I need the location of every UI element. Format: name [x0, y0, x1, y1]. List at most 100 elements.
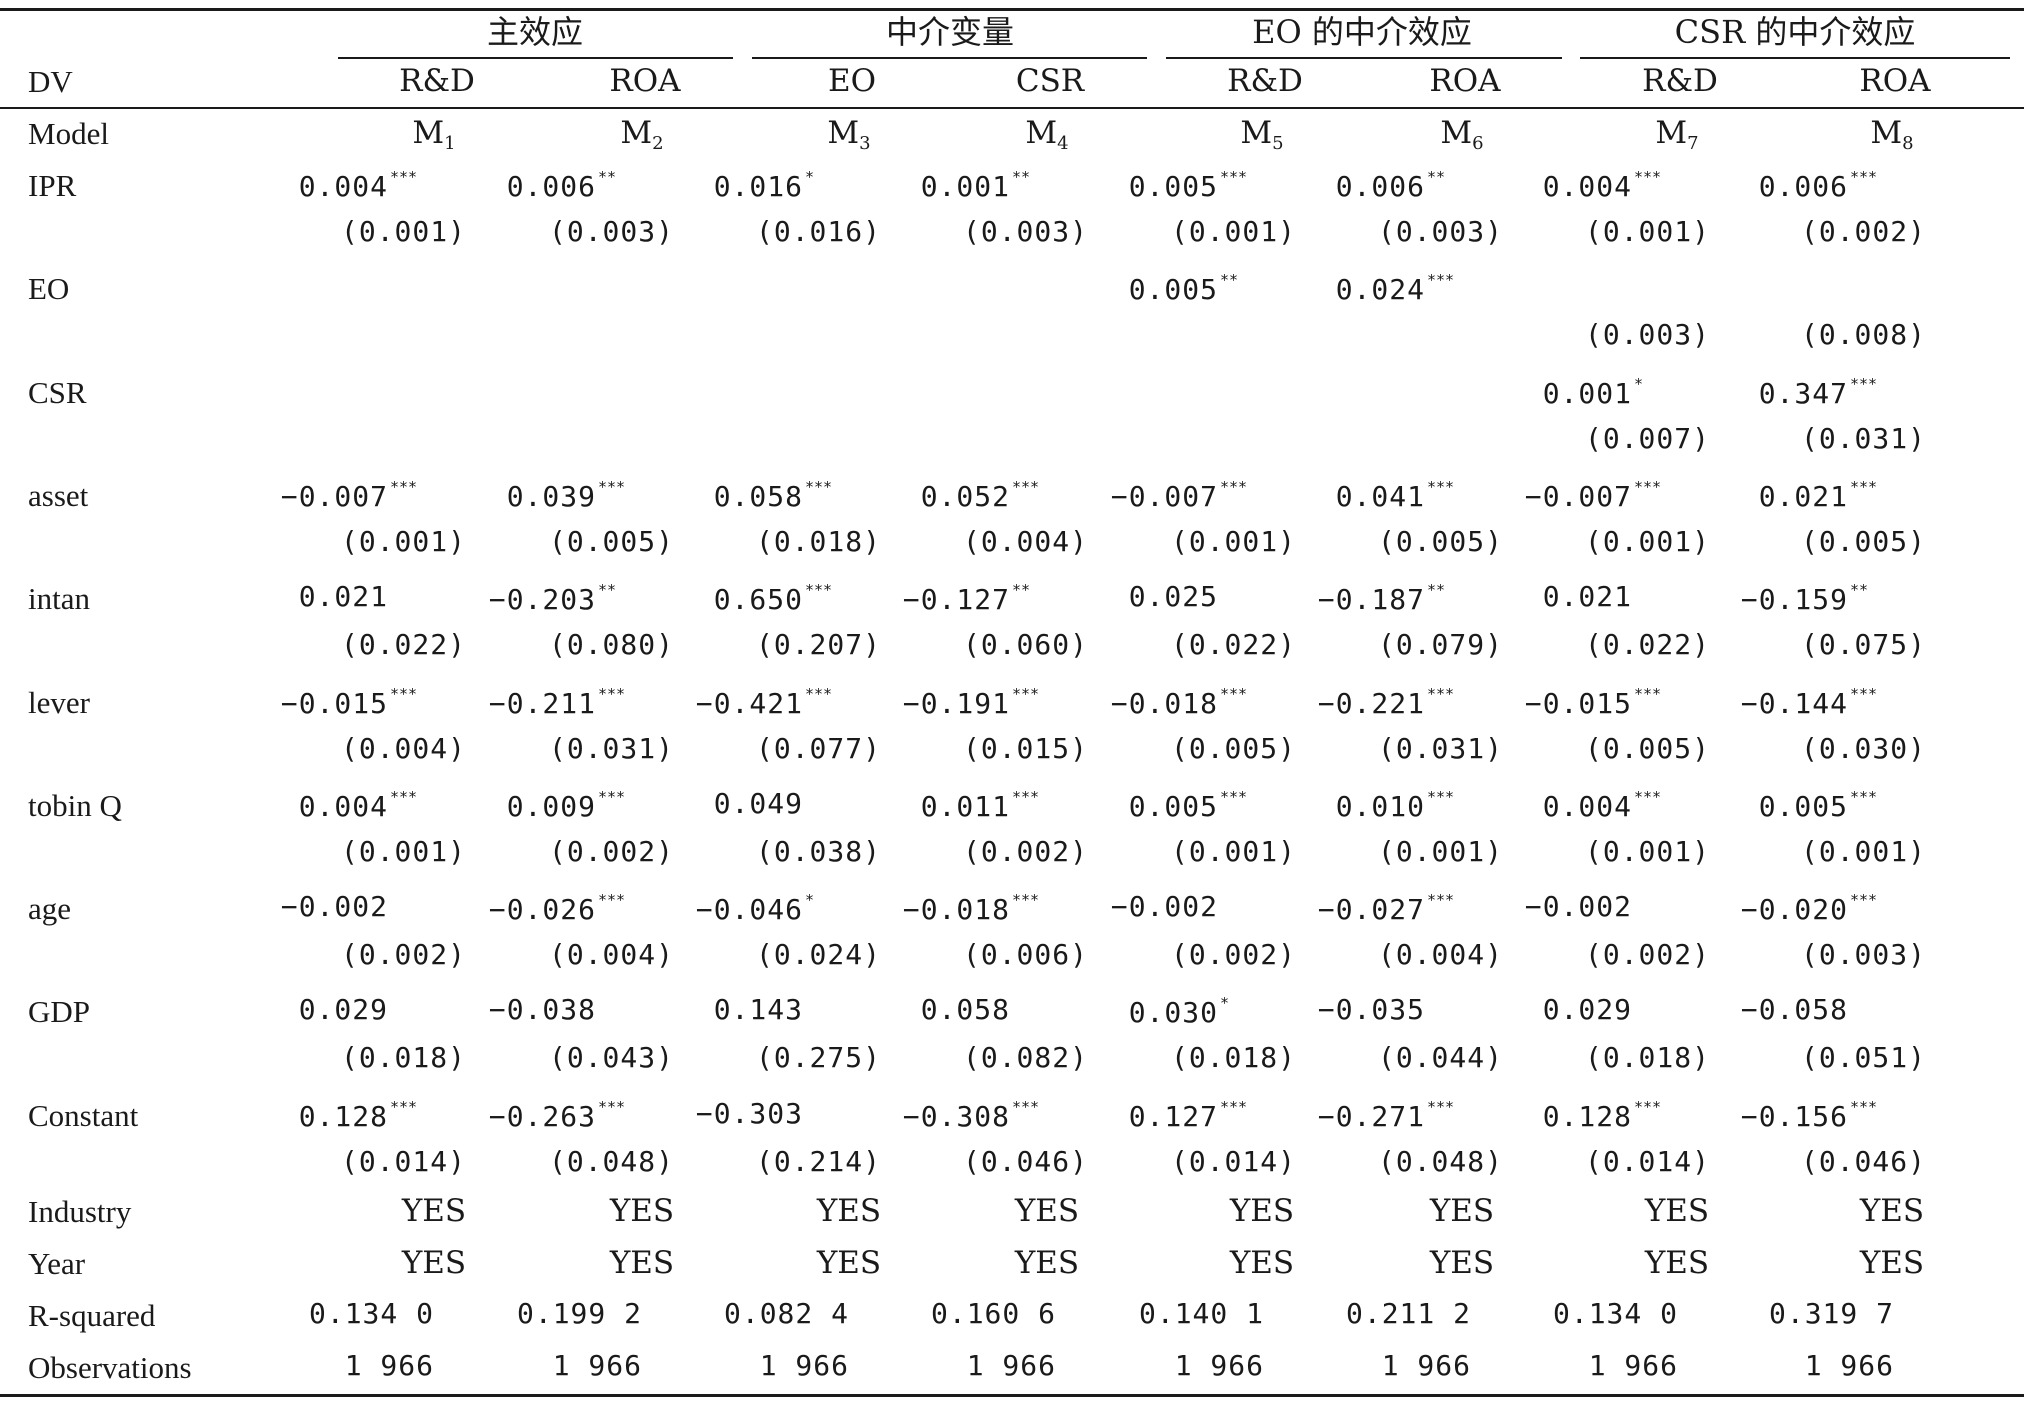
row-label: asset [28, 477, 89, 513]
dv-header: R&D [1227, 63, 1303, 99]
coefficient-cell: −0.007 *** [281, 479, 434, 511]
coefficient-value: 0.001 [1542, 376, 1632, 410]
significance-stars: *** [1220, 477, 1248, 496]
significance-stars: ** [1012, 168, 1031, 186]
standard-error-cell: (0.038) [755, 834, 881, 868]
significance-stars: *** [598, 1097, 626, 1116]
significance-stars: *** [1850, 477, 1878, 496]
significance-stars: *** [805, 684, 833, 703]
coefficient-cell: 0.004 *** [299, 170, 434, 201]
coefficient-cell: 0.021 *** [1758, 477, 1894, 513]
coefficient-cell: −0.027 *** [1318, 893, 1471, 924]
standard-error-cell: (0.031) [1800, 421, 1926, 455]
coefficient-cell: −0.020 *** [1741, 893, 1894, 924]
significance-stars: *** [1634, 168, 1662, 186]
significance-stars: * [1634, 374, 1644, 393]
row-label: Industry [28, 1194, 132, 1229]
coefficient-value: 0.029 [1542, 993, 1632, 1027]
coefficient-value: −0.038 [488, 993, 596, 1027]
coefficient-cell: −0.308 *** [902, 1097, 1056, 1133]
standard-error-cell: (0.002) [340, 938, 466, 972]
standard-error-cell: (0.014) [340, 1144, 466, 1178]
standard-error-cell: (0.044) [1377, 1041, 1503, 1075]
coefficient-value: −0.002 [1524, 890, 1632, 924]
footer-value: YES [401, 1245, 467, 1281]
footer-value: YES [1429, 1193, 1495, 1229]
standard-error-cell: (0.002) [962, 834, 1088, 868]
group-underline [1166, 57, 1562, 59]
coefficient-value: −0.263 [488, 1099, 596, 1133]
footer-value: 0.199 2 [516, 1297, 642, 1330]
model-header: M4 [1025, 118, 1068, 153]
coefficient-value: 0.005 [1128, 789, 1218, 823]
coefficient-value: 0.650 [713, 583, 803, 617]
row-label: Model [28, 116, 109, 151]
top-rule [0, 8, 2024, 11]
standard-error-cell: (0.005) [1170, 731, 1296, 765]
significance-stars: * [805, 891, 815, 910]
standard-error-cell: (0.001) [1584, 834, 1710, 868]
coefficient-value: −0.027 [1317, 893, 1425, 927]
coefficient-value: 0.029 [298, 993, 388, 1027]
standard-error-cell: (0.048) [1377, 1144, 1503, 1178]
standard-error-cell: (0.018) [1584, 1041, 1710, 1075]
coefficient-cell: −0.015 *** [1524, 686, 1678, 720]
coefficient-cell: −0.035 [1318, 996, 1471, 1024]
model-header: M1 [412, 118, 455, 153]
standard-error-cell: (0.046) [962, 1144, 1088, 1178]
significance-stars: ** [1012, 581, 1031, 600]
coefficient-cell: 0.030 * [1129, 996, 1264, 1027]
standard-error-cell: (0.001) [1170, 524, 1296, 558]
model-subscript: 4 [1057, 133, 1069, 154]
coefficient-cell: 0.011 *** [921, 789, 1056, 821]
footer-value: 1 966 [1174, 1349, 1264, 1382]
group-header: 主效应 [486, 13, 584, 51]
row-label: DV [28, 64, 73, 99]
coefficient-value: −0.015 [1524, 686, 1632, 720]
coefficient-cell: 0.058 [921, 996, 1056, 1024]
coefficient-value: 0.004 [298, 170, 388, 203]
coefficient-value: −0.191 [902, 686, 1010, 720]
group-header: 中介变量 [885, 13, 1015, 51]
significance-stars: *** [1850, 684, 1878, 703]
standard-error-cell: (0.005) [1584, 731, 1710, 765]
row-label: R-squared [28, 1298, 156, 1333]
model-name: M [620, 115, 653, 151]
standard-error-cell: (0.003) [1800, 938, 1926, 972]
coefficient-value: 0.058 [920, 993, 1010, 1027]
dv-header: ROA [1429, 63, 1501, 99]
coefficient-value: −0.018 [902, 893, 1010, 927]
footer-value: 0.140 1 [1138, 1297, 1264, 1330]
standard-error-cell: (0.004) [1377, 938, 1503, 972]
model-subscript: 6 [1472, 133, 1484, 154]
coefficient-value: 0.021 [298, 580, 388, 614]
standard-error-cell: (0.082) [962, 1041, 1088, 1075]
significance-stars: ** [598, 581, 617, 600]
significance-stars: ** [1850, 581, 1869, 600]
significance-stars: * [805, 168, 815, 186]
significance-stars: *** [1012, 684, 1040, 703]
significance-stars: *** [1427, 891, 1455, 910]
model-name: M [1025, 115, 1058, 151]
significance-stars: *** [1634, 787, 1662, 806]
coefficient-cell: −0.007 *** [1111, 477, 1264, 511]
standard-error-cell: (0.002) [548, 834, 674, 868]
coefficient-cell: 0.025 [1129, 583, 1264, 611]
standard-error-cell: (0.008) [1800, 318, 1926, 352]
coefficient-value: −0.127 [902, 583, 1010, 617]
coefficient-value: 0.001 [920, 170, 1010, 203]
coefficient-value: −0.308 [902, 1099, 1010, 1133]
significance-stars: *** [1012, 1097, 1040, 1116]
significance-stars: *** [390, 1097, 418, 1116]
coefficient-value: 0.004 [1542, 170, 1632, 203]
significance-stars: ** [1220, 271, 1239, 290]
coefficient-cell: 0.128 *** [1543, 1099, 1678, 1131]
model-subscript: 7 [1687, 133, 1699, 154]
coefficient-value: 0.021 [1758, 479, 1848, 513]
coefficient-value: 0.005 [1128, 170, 1218, 203]
standard-error-cell: (0.077) [755, 731, 881, 765]
coefficient-value: −0.159 [1740, 583, 1848, 617]
coefficient-cell: −0.018 *** [1111, 686, 1264, 718]
coefficient-cell: 0.005 *** [1759, 789, 1894, 821]
coefficient-cell: −0.002 [1525, 893, 1678, 921]
